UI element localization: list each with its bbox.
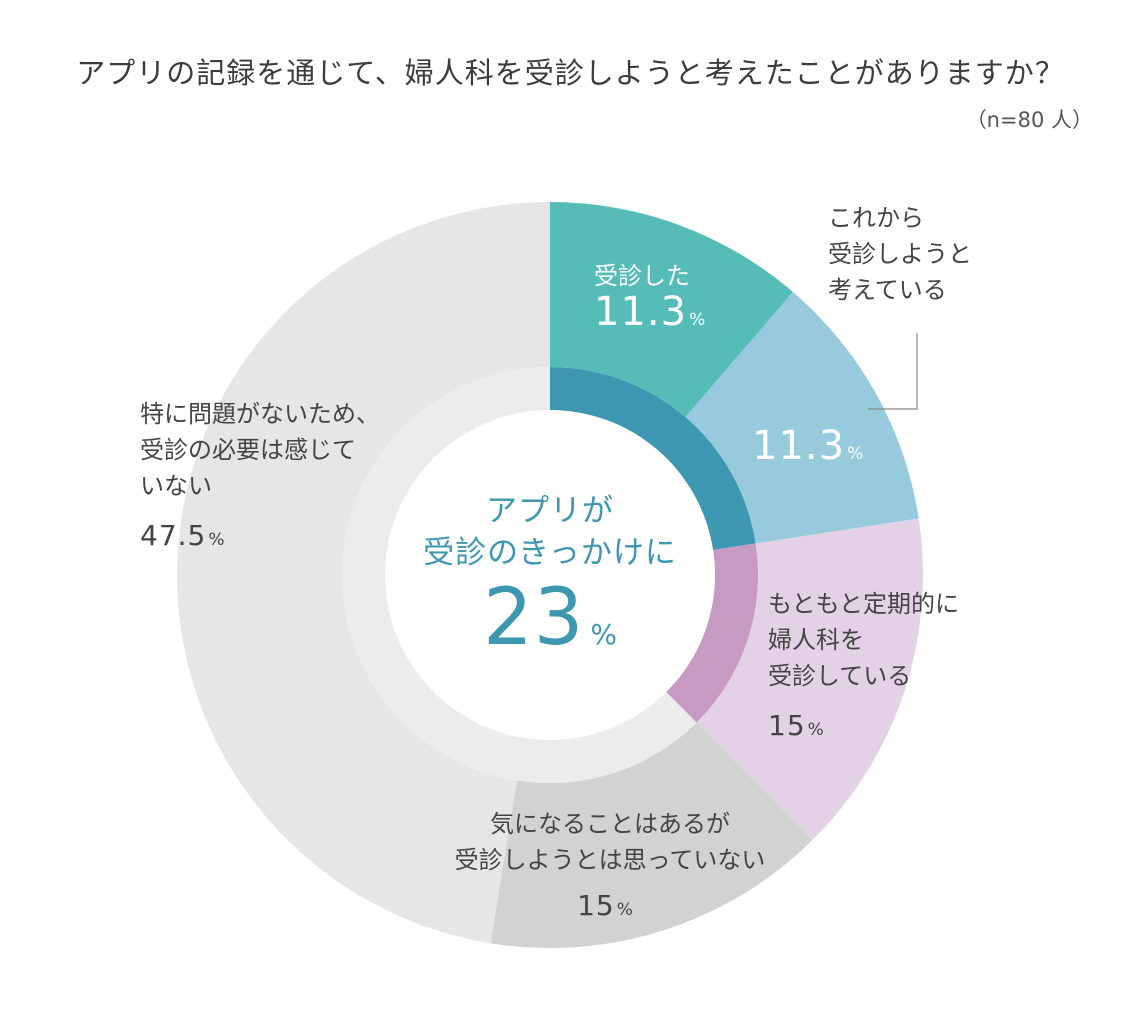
outer-ring xyxy=(176,202,924,948)
center-line2: 受診のきっかけに xyxy=(423,535,677,571)
label-no-problem-line3: いない xyxy=(140,472,212,500)
label-no-problem-value: 47.5 xyxy=(140,519,207,552)
center-value: 23 xyxy=(483,573,585,663)
center-line1: アプリが xyxy=(486,493,614,529)
chart-title: アプリの記録を通じて、婦人科を受診しようと考えたことがありますか？ xyxy=(76,56,1065,90)
label-regular-pct: 15% xyxy=(768,708,959,748)
label-no-problem-line2: 受診の必要は感じて xyxy=(140,436,356,464)
label-no-problem-unit: % xyxy=(208,530,225,550)
inner-slice-app-driven xyxy=(550,367,756,550)
inner-ring xyxy=(342,367,758,784)
slice-concerned xyxy=(490,722,813,948)
label-planning-line1: これから xyxy=(828,204,924,232)
label-consulted-pct: 11.3% xyxy=(594,292,706,338)
label-concerned: 気になることはあるが 受診しようとは思っていない 15% xyxy=(380,806,840,928)
slice-consulted xyxy=(550,202,793,418)
sample-size-note: （n=80 人） xyxy=(965,108,1093,132)
label-planning-line3: 考えている xyxy=(828,276,947,304)
center-unit: % xyxy=(590,618,617,651)
label-concerned-line1: 気になることはあるが xyxy=(490,810,730,838)
label-regular-line1: もともと定期的に xyxy=(768,590,960,618)
label-consulted: 受診した 11.3% xyxy=(594,258,705,338)
label-planning-value: 11.3 xyxy=(752,423,846,469)
label-concerned-line2: 受診しようとは思っていない xyxy=(454,846,766,874)
label-regular-line3: 受診している xyxy=(768,662,912,690)
label-regular: もともと定期的に 婦人科を 受診している 15% xyxy=(768,586,959,748)
label-consulted-text: 受診した xyxy=(594,262,690,290)
inner-slice-rest xyxy=(342,367,697,784)
label-consulted-unit: % xyxy=(689,310,706,330)
label-concerned-unit: % xyxy=(616,900,633,920)
label-consulted-value: 11.3 xyxy=(594,289,688,335)
label-concerned-pct: 15% xyxy=(370,888,840,928)
label-regular-value: 15 xyxy=(768,709,806,742)
inner-slice-regular xyxy=(666,543,758,723)
label-concerned-value: 15 xyxy=(577,889,615,922)
center-summary: アプリが 受診のきっかけに 23% xyxy=(372,490,728,662)
planning-leader-line xyxy=(868,333,918,410)
label-planning-pct: 11.3% xyxy=(752,426,864,472)
label-no-problem: 特に問題がないため、 受診の必要は感じて いない 47.5% xyxy=(140,396,380,558)
label-regular-unit: % xyxy=(807,720,824,740)
slice-planning xyxy=(685,291,919,544)
label-no-problem-pct: 47.5% xyxy=(140,518,380,558)
label-regular-line2: 婦人科を xyxy=(768,626,864,654)
slice-no-problem xyxy=(176,202,550,944)
slice-regular xyxy=(696,518,924,840)
label-planning-unit: % xyxy=(847,444,864,464)
label-planning: これから 受診しようと 考えている xyxy=(828,200,972,308)
label-no-problem-line1: 特に問題がないため、 xyxy=(140,400,380,428)
label-planning-line2: 受診しようと xyxy=(828,240,972,268)
